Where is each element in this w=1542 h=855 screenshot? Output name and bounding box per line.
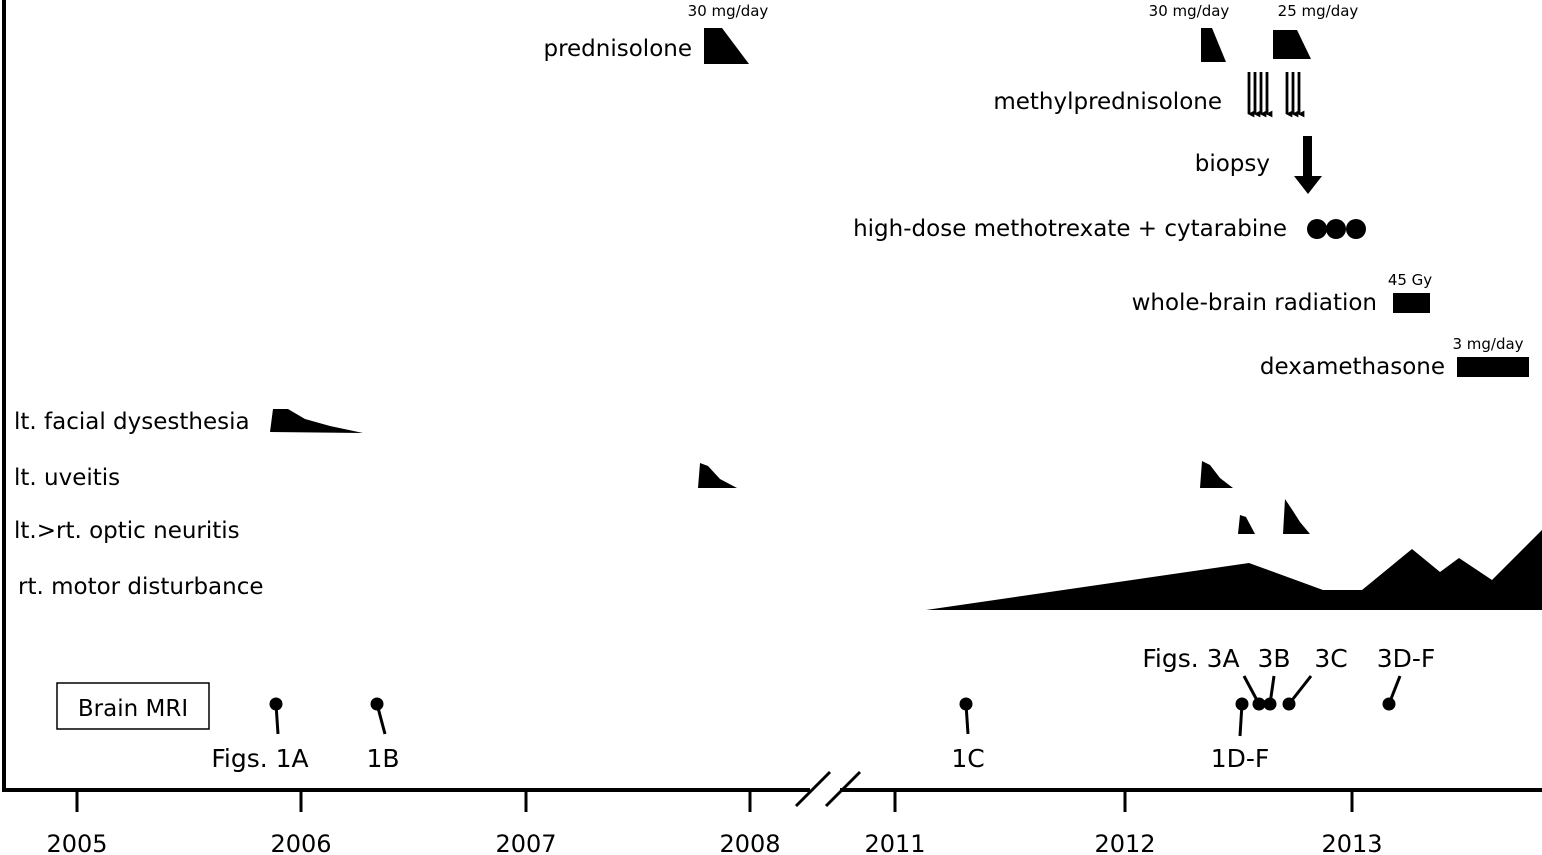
mri-pin-1a bbox=[269, 697, 283, 711]
mri-label-3c: 3C bbox=[1314, 644, 1347, 673]
radiation-dose: 45 Gy bbox=[1388, 271, 1432, 289]
chemo-label: high-dose methotrexate + cytarabine bbox=[853, 216, 1287, 242]
radiation-label: whole-brain radiation bbox=[1132, 290, 1377, 316]
prednisolone-label: prednisolone bbox=[543, 36, 692, 62]
year-label-2011: 2011 bbox=[864, 830, 925, 855]
biopsy-label: biopsy bbox=[1195, 151, 1270, 177]
mri-pin-3b bbox=[1263, 697, 1277, 711]
motor-disturbance-label: rt. motor disturbance bbox=[18, 574, 264, 600]
brain-mri-box bbox=[56, 682, 210, 730]
mri-pin-3a bbox=[1252, 697, 1266, 711]
prednisolone-dose-2012b: 25 mg/day bbox=[1278, 2, 1359, 20]
mri-pin-1c bbox=[959, 697, 973, 711]
mri-label-figs-1a: Figs. 1A bbox=[211, 744, 308, 773]
prednisolone-dose-2012a: 30 mg/day bbox=[1149, 2, 1230, 20]
chemo-cycle-1 bbox=[1307, 219, 1327, 239]
radiation-bar bbox=[1393, 293, 1430, 313]
mri-label-1b: 1B bbox=[366, 744, 399, 773]
year-label-2007: 2007 bbox=[495, 830, 556, 855]
year-label-2012: 2012 bbox=[1094, 830, 1155, 855]
year-label-2008: 2008 bbox=[719, 830, 780, 855]
prednisolone-dose-2007: 30 mg/day bbox=[688, 2, 769, 20]
year-label-2013: 2013 bbox=[1321, 830, 1382, 855]
axis-break-mark-1 bbox=[794, 770, 832, 808]
mri-label-1df: 1D-F bbox=[1211, 744, 1270, 773]
mri-pin-1df bbox=[1235, 697, 1249, 711]
motor-disturbance-shape bbox=[926, 530, 1542, 610]
mri-pin-3df bbox=[1382, 697, 1396, 711]
mri-label-figs-3a: Figs. 3A bbox=[1142, 644, 1239, 673]
year-label-2005: 2005 bbox=[46, 830, 107, 855]
optic-neuritis-label: lt.>rt. optic neuritis bbox=[14, 518, 240, 544]
chemo-cycle-2 bbox=[1326, 219, 1346, 239]
biopsy-arrow-shaft bbox=[1303, 136, 1312, 176]
methylprednisolone-label: methylprednisolone bbox=[993, 89, 1222, 115]
dexamethasone-label: dexamethasone bbox=[1260, 354, 1445, 380]
facial-dysesthesia-shape bbox=[270, 409, 363, 433]
dexamethasone-bar bbox=[1457, 357, 1529, 377]
uveitis-shape-2007 bbox=[698, 463, 737, 488]
axis-break-mark-2 bbox=[824, 770, 862, 808]
chemo-cycle-3 bbox=[1346, 219, 1366, 239]
methylprednisolone-pulse-arrows bbox=[1247, 72, 1305, 118]
mri-pin-3c bbox=[1282, 697, 1296, 711]
mri-label-1c: 1C bbox=[951, 744, 984, 773]
prednisolone-bar-2012a bbox=[1201, 28, 1226, 62]
mri-pin-1b bbox=[370, 697, 384, 711]
mri-label-3df: 3D-F bbox=[1377, 644, 1436, 673]
uveitis-label: lt. uveitis bbox=[14, 465, 120, 491]
optic-neuritis-shape-1 bbox=[1238, 515, 1255, 534]
facial-dysesthesia-label: lt. facial dysesthesia bbox=[14, 409, 250, 435]
dexamethasone-dose: 3 mg/day bbox=[1452, 335, 1523, 353]
prednisolone-bar-2007 bbox=[704, 28, 749, 64]
prednisolone-bar-2012b bbox=[1273, 30, 1311, 59]
uveitis-shape-2012 bbox=[1200, 461, 1233, 488]
biopsy-arrow-head bbox=[1294, 176, 1322, 194]
x-axis-ticks bbox=[75, 790, 1354, 812]
optic-neuritis-shape-2 bbox=[1283, 499, 1310, 534]
year-label-2006: 2006 bbox=[270, 830, 331, 855]
brain-mri-label: Brain MRI bbox=[78, 696, 188, 722]
mri-label-3b: 3B bbox=[1257, 644, 1290, 673]
